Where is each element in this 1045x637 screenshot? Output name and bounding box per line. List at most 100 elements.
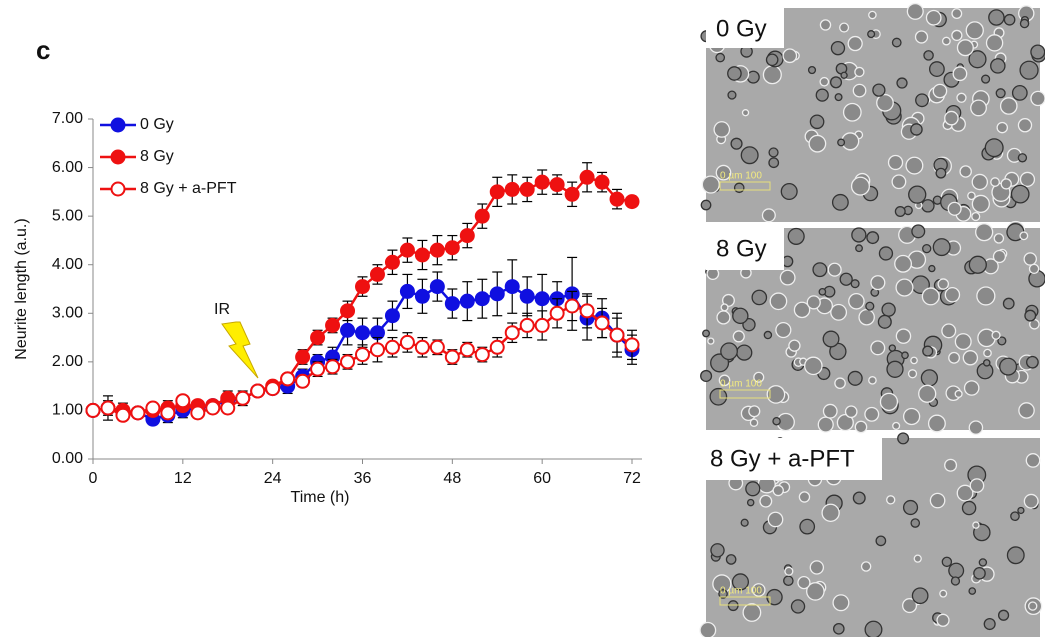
y-axis-label: Neurite length (a.u.) [13,218,30,359]
cell [720,303,729,312]
cell [1027,601,1038,611]
cell [840,71,848,79]
cell [727,90,737,100]
data-point [369,266,385,282]
cell [832,594,850,612]
image-label: 8 Gy [716,235,767,262]
cell [837,138,846,147]
cell [971,173,989,191]
cell [962,350,979,366]
x-tick-label: 12 [174,470,192,487]
data-point [429,242,445,258]
cell [710,543,725,558]
data-point [489,339,505,355]
cell [721,293,735,307]
cell [787,227,805,245]
cell [822,403,838,419]
cell [959,165,972,178]
data-point [564,186,580,202]
cell [855,244,863,253]
cell [928,61,945,77]
cell [1030,44,1045,60]
cell [1028,263,1040,275]
cell [950,576,961,586]
cell [922,243,932,254]
data-point [130,405,146,421]
data-point [414,247,430,263]
cell [897,432,910,445]
cell [858,308,875,326]
y-tick-label: 6.00 [52,159,83,176]
scale-bar [719,389,771,399]
data-point [579,303,595,319]
cell [1023,252,1037,266]
cell [990,177,1000,187]
cell [1017,506,1025,515]
cell [836,414,854,432]
data-point [624,194,640,210]
cell [806,295,821,310]
cell [995,88,1006,99]
cell [821,503,840,523]
data-point [160,405,176,421]
cell [817,416,834,433]
cell [879,392,899,411]
cell [866,231,880,245]
data-point [384,339,400,355]
data-point [399,334,415,350]
cell [932,238,951,257]
cell [973,566,986,580]
legend-marker [110,149,126,165]
cell [847,370,863,386]
cell [997,336,1007,346]
data-point [115,407,131,423]
cell [954,389,963,398]
cell [888,344,897,352]
cell [948,351,961,364]
cell [895,328,912,344]
cell [944,110,959,126]
cell [928,264,936,273]
data-point [534,317,550,333]
cell [842,102,862,122]
data-point [519,288,535,304]
cell [911,587,929,605]
cell [809,560,825,575]
cell [988,9,1005,26]
cell [972,521,980,529]
data-point [444,349,460,365]
cell [759,494,773,508]
cell [908,185,927,204]
cell [1000,178,1012,190]
data-point [474,208,490,224]
cell [740,518,749,527]
cell [834,93,843,102]
data-point [384,308,400,324]
cell [999,97,1018,115]
legend-marker [110,117,126,133]
cell [956,39,974,57]
image-label-bg [706,228,784,270]
data-point [504,325,520,341]
data-point [369,342,385,358]
cell [968,420,984,435]
cell [768,157,780,169]
legend-label: 8 Gy [140,148,174,165]
cell [784,566,794,576]
cell [922,345,934,357]
cell [925,9,942,26]
cell [700,369,713,383]
cell [851,227,867,243]
image-label-bg [700,438,882,480]
cell [831,193,849,211]
cell [775,321,792,339]
cell [834,377,846,390]
cell [983,348,992,358]
cell [992,249,1007,264]
cell [783,575,794,587]
cell [969,478,985,493]
cell [991,330,1001,340]
data-point [444,296,460,312]
data-point [85,402,101,418]
cell [963,380,980,396]
